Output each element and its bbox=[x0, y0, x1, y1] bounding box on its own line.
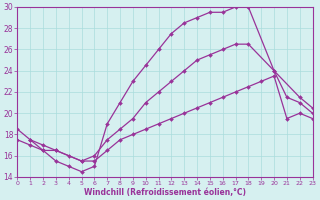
X-axis label: Windchill (Refroidissement éolien,°C): Windchill (Refroidissement éolien,°C) bbox=[84, 188, 246, 197]
